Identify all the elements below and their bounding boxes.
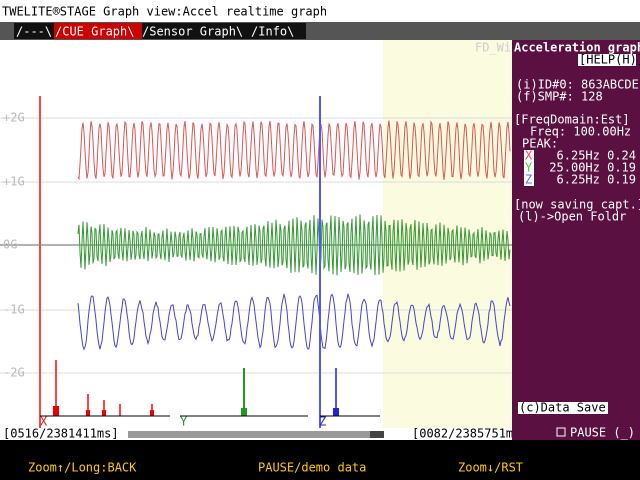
status-right: [0082/2385751ms] (412, 427, 528, 441)
footer-button[interactable]: Zoom↑/Long:BACK (28, 461, 137, 475)
axis-label: Y (180, 415, 188, 429)
spectrum-bar (86, 410, 90, 416)
tab[interactable]: /CUE Graph\ (55, 25, 134, 39)
spectrum-bar (102, 410, 106, 416)
status-left: [0516/2381411ms] (3, 427, 119, 441)
app-title: TWELITE®STAGE Graph view:Accel realtime … (2, 5, 327, 19)
y-label: +1G (3, 175, 25, 189)
peak-value: 6.25Hz 0.19 (557, 173, 636, 187)
y-label: -1G (3, 303, 25, 317)
peak-axis: Z (525, 173, 532, 187)
tab[interactable]: /Info\ (251, 25, 294, 39)
scrollbar[interactable] (128, 431, 384, 438)
tab[interactable]: /---\ (16, 25, 52, 39)
spectrum-bar (150, 410, 154, 416)
footer-button[interactable]: Zoom↓/RST (458, 461, 523, 475)
spectrum-bar (241, 408, 247, 416)
watermark: FD_Wi (475, 41, 511, 55)
scroll-thumb[interactable] (370, 431, 384, 438)
y-label: +2G (3, 111, 25, 125)
data-save[interactable]: (c)Data Save (519, 401, 606, 415)
tab[interactable]: /Sensor Graph\ (142, 25, 243, 39)
help-button[interactable]: [HELP(H)] (579, 53, 640, 67)
footer-button[interactable]: PAUSE/demo data (258, 461, 366, 475)
spectrum-bar (53, 406, 59, 416)
y-label: 0G (3, 238, 17, 252)
spectrum-bar (119, 404, 121, 416)
axis-label: Z (319, 415, 326, 429)
panel-smp: (f)SMP#: 128 (516, 90, 603, 104)
pause[interactable]: PAUSE (_) (570, 426, 635, 440)
open-folder[interactable]: (l)->Open Foldr (518, 210, 626, 224)
spectrum-bar (333, 408, 339, 416)
y-label: -2G (3, 366, 25, 380)
